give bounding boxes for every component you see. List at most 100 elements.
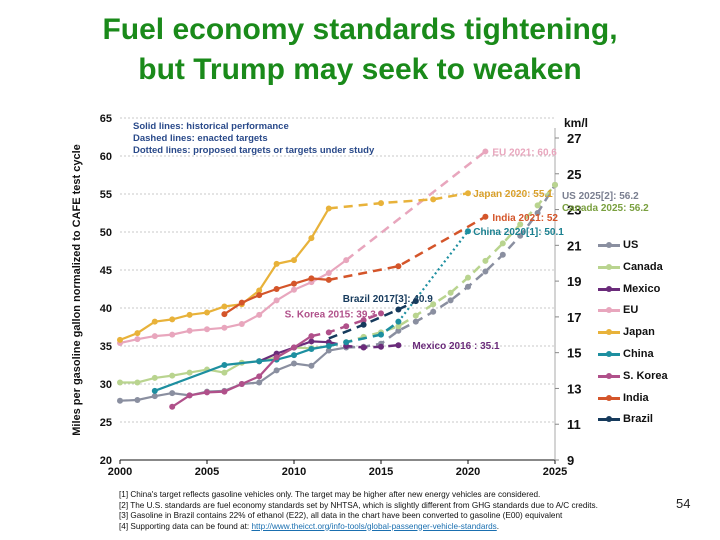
point-us <box>395 327 402 334</box>
point-mexico <box>395 342 402 349</box>
y2-tick-label: 11 <box>567 417 581 432</box>
point-eu <box>291 286 297 293</box>
point-canada <box>465 274 471 281</box>
point-us <box>465 283 471 290</box>
point-eu <box>256 311 263 318</box>
annotation-label: Canada 2025: 56.2 <box>562 203 649 214</box>
point-canada <box>517 221 524 228</box>
point-s-korea <box>325 329 332 336</box>
point-eu <box>343 257 350 264</box>
footnote-4: [4] Supporting data can be found at: htt… <box>119 522 598 533</box>
point-brazil <box>360 321 367 328</box>
point-s-korea <box>256 373 263 380</box>
point-us <box>273 367 280 374</box>
point-us <box>134 396 141 403</box>
point-china <box>291 352 297 359</box>
annotations: EU 2021: 60.6 Japan 2020: 55.1 US 2025[2]:… <box>285 147 650 352</box>
x-tick-label: 2015 <box>369 466 393 478</box>
point-s-korea <box>221 388 228 395</box>
point-us <box>412 318 419 325</box>
note-solid: Solid lines: historical performance <box>133 121 289 132</box>
point-eu <box>204 326 210 333</box>
point-japan <box>325 205 332 212</box>
slide-number: 54 <box>676 496 691 511</box>
supporting-data-link[interactable]: http://www.theicct.org/info-tools/global… <box>251 521 497 531</box>
point-eu <box>134 336 141 343</box>
point-japan <box>169 316 176 323</box>
point-canada <box>412 312 419 319</box>
y-axis-label: Miles per gasoline gallon normalized to … <box>71 144 83 436</box>
point-eu <box>482 148 489 155</box>
annotation-label: Brazil 2017[3]: 40.9 <box>343 294 433 305</box>
point-india <box>256 292 263 299</box>
footnotes: [1] China's target reflects gasoline veh… <box>119 490 598 532</box>
series-us-enacted <box>346 184 557 349</box>
y2-tick-label: 19 <box>567 274 581 289</box>
point-japan <box>291 257 297 264</box>
legend-marker <box>606 416 612 423</box>
series-japan-enacted <box>328 191 469 210</box>
point-india <box>291 280 297 287</box>
point-eu <box>325 270 332 277</box>
annotation-label: India 2021: 52 <box>492 213 558 224</box>
note-dashed: Dashed lines: enacted targets <box>133 133 268 144</box>
point-china <box>378 331 384 338</box>
point-canada <box>552 181 558 188</box>
point-canada <box>430 301 437 308</box>
point-japan <box>430 196 437 203</box>
point-us <box>447 297 454 304</box>
point-s-korea <box>204 389 210 396</box>
y2-tick-label: 21 <box>567 238 581 253</box>
point-eu <box>169 331 176 338</box>
point-japan <box>221 303 228 310</box>
footnote-4-suffix: . <box>496 521 500 531</box>
footnote-4-prefix: [4] Supporting data can be found at: <box>119 521 252 531</box>
point-eu <box>238 320 245 327</box>
legend-marker <box>606 242 612 248</box>
point-japan <box>256 287 263 294</box>
annotation-label: Japan 2020: 55.1 <box>473 189 553 200</box>
grid-lines <box>120 117 555 423</box>
annotation-label: S. Korea 2015: 39.3 <box>285 309 377 320</box>
y-tick-label: 60 <box>100 151 112 163</box>
point-china <box>343 339 350 346</box>
legend-label: Mexico <box>623 282 661 295</box>
legend-label: Canada <box>623 260 663 273</box>
point-us <box>117 397 123 404</box>
point-s-korea <box>343 323 350 330</box>
x-tick-label: 2025 <box>543 466 567 478</box>
point-china <box>256 358 263 365</box>
legend-marker <box>606 263 612 270</box>
point-brazil <box>412 298 419 305</box>
legend-label: India <box>623 391 649 404</box>
point-canada <box>534 202 541 209</box>
legend-label: China <box>623 348 654 360</box>
y2-tick-label: 17 <box>567 310 581 325</box>
y2-tick-label: 15 <box>567 346 581 361</box>
point-china <box>151 387 158 394</box>
point-india <box>273 286 280 292</box>
point-us <box>325 347 332 354</box>
legend-marker <box>606 329 612 336</box>
point-canada <box>169 372 176 379</box>
point-canada <box>117 379 123 386</box>
x-tick-label: 2020 <box>456 466 480 478</box>
y-tick-label: 40 <box>100 303 112 315</box>
point-us <box>482 268 489 275</box>
legend-marker <box>606 285 612 292</box>
point-canada <box>482 257 489 264</box>
footnote-2: [2] The U.S. standards are fuel economy … <box>119 500 598 510</box>
point-s-korea <box>360 317 367 324</box>
point-india <box>325 276 332 283</box>
point-s-korea <box>273 354 280 361</box>
y-tick-label: 45 <box>100 265 112 277</box>
point-us <box>169 390 176 397</box>
slide-title: Fuel economy standards tightening, but T… <box>0 10 720 90</box>
point-japan <box>117 336 123 343</box>
point-us <box>499 251 506 258</box>
footnote-1: [1] China's target reflects gasoline veh… <box>119 490 541 499</box>
legend-label: Brazil <box>623 413 653 426</box>
point-japan <box>308 235 315 242</box>
x-tick-label: 2005 <box>195 466 219 478</box>
point-s-korea <box>186 392 193 399</box>
